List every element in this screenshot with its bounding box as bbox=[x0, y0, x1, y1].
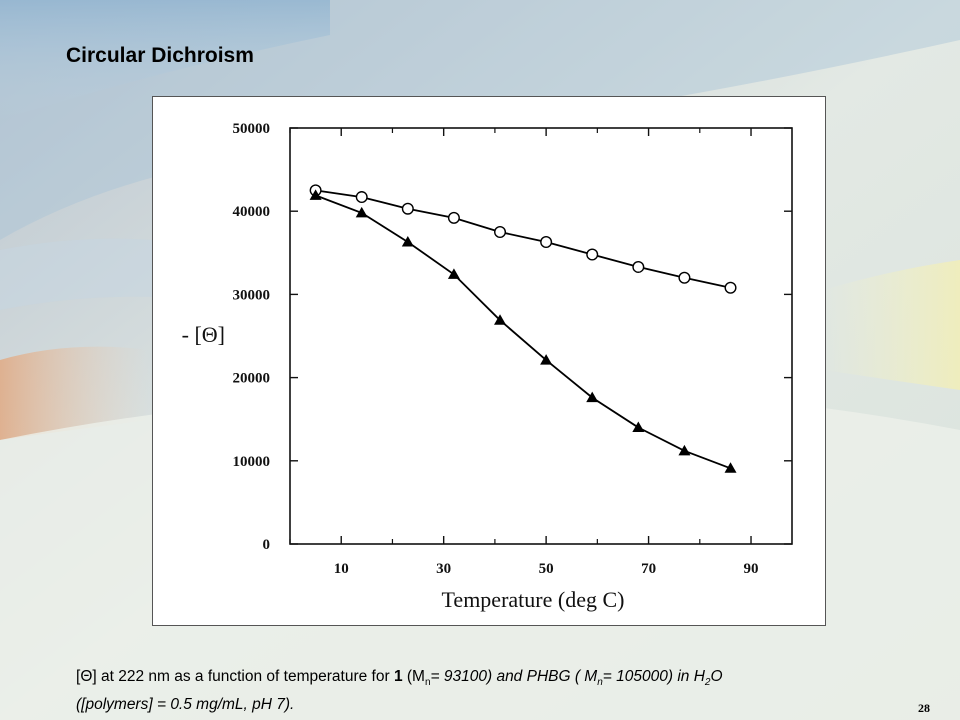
data-point-circle bbox=[632, 260, 645, 273]
plot-frame bbox=[289, 127, 793, 545]
y-tick-label: 30000 bbox=[233, 287, 271, 303]
caption-part: O bbox=[710, 668, 723, 685]
data-point-triangle bbox=[447, 268, 460, 279]
data-point-triangle bbox=[632, 421, 645, 433]
caption-part: = 93100) and PHBG ( M bbox=[430, 668, 598, 685]
series-line-1 bbox=[315, 189, 731, 289]
x-axis-label: Temperature (deg C) bbox=[442, 587, 625, 612]
data-point-circle bbox=[678, 271, 691, 284]
data-point-circle bbox=[494, 225, 507, 238]
caption-compound-number: 1 bbox=[393, 668, 403, 685]
data-point-circle bbox=[401, 202, 414, 215]
caption-subscript: n bbox=[424, 677, 431, 689]
caption-subscript: 2 bbox=[704, 677, 711, 689]
caption-part: ] at 222 nm as a function of temperature… bbox=[92, 668, 394, 685]
data-point-triangle bbox=[724, 462, 737, 473]
data-point-triangle bbox=[494, 314, 507, 325]
data-point-triangle bbox=[540, 354, 553, 365]
x-tick-label: 10 bbox=[334, 561, 349, 577]
data-point-triangle bbox=[355, 206, 368, 218]
y-tick-label: 40000 bbox=[233, 204, 271, 220]
cd-temperature-chart: 0 10000 20000 30000 40000 50000 10 30 50 70 90 Temp… bbox=[182, 121, 793, 612]
x-tick-label: 30 bbox=[436, 561, 451, 577]
data-point-circle bbox=[540, 235, 553, 248]
page-number: 28 bbox=[918, 701, 930, 715]
y-tick-label: 50000 bbox=[233, 121, 271, 137]
data-point-triangle bbox=[309, 189, 322, 200]
caption-subscript: n bbox=[597, 677, 603, 689]
caption-part: = 105000) in H bbox=[602, 668, 705, 685]
data-point-circle bbox=[586, 248, 599, 261]
y-tick-label: 10000 bbox=[233, 454, 271, 470]
caption-part: (M bbox=[402, 668, 425, 685]
data-point-triangle bbox=[678, 444, 691, 456]
data-point-triangle bbox=[586, 391, 599, 403]
data-point-circle bbox=[447, 211, 460, 224]
y-tick-label: 0 bbox=[263, 537, 271, 553]
data-point-triangle bbox=[401, 235, 414, 247]
y-axis-label: - [Θ] bbox=[182, 322, 225, 347]
slide-title: Circular Dichroism bbox=[66, 44, 254, 67]
figure-panel: 0 10000 20000 30000 40000 50000 10 30 50 70 90 Temp… bbox=[152, 96, 826, 626]
x-tick-label: 70 bbox=[641, 561, 656, 577]
caption-theta: Θ bbox=[80, 668, 93, 685]
data-point-circle bbox=[724, 281, 737, 294]
x-tick-label: 50 bbox=[539, 561, 554, 577]
caption-part: [ bbox=[76, 668, 81, 685]
y-tick-label: 20000 bbox=[233, 371, 271, 387]
data-point-circle bbox=[355, 191, 368, 204]
x-tick-label: 90 bbox=[744, 561, 759, 577]
caption-line-2: ([polymers] = 0.5 mg/mL, pH 7). bbox=[76, 696, 295, 714]
figure-caption: [Θ] at 222 nm as a function of temperatu… bbox=[76, 666, 876, 716]
series-line-2 bbox=[315, 194, 731, 470]
